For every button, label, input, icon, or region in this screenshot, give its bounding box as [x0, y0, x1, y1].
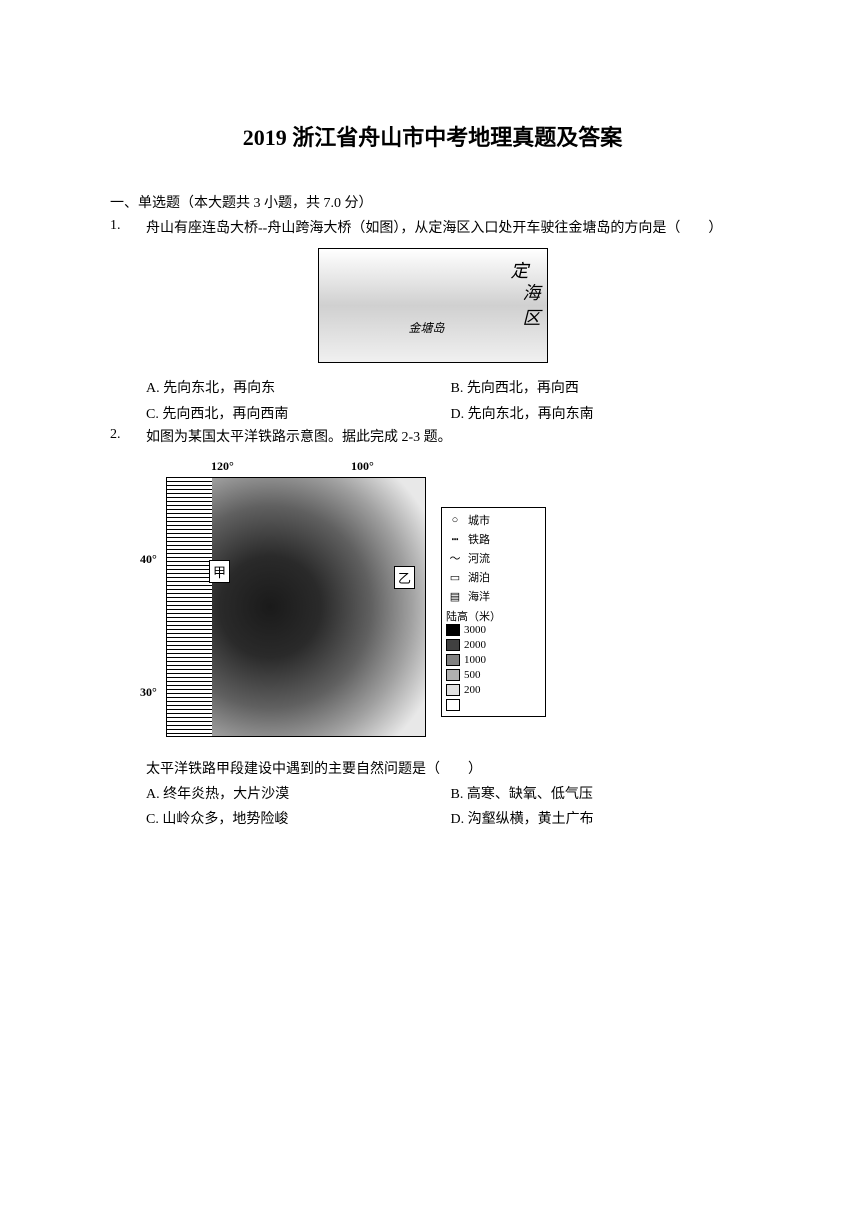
map1-label-jintang: 金塘岛: [409, 319, 445, 336]
map2-lat-30: 30°: [140, 685, 157, 700]
question-2-stem: 太平洋铁路甲段建设中遇到的主要自然问题是（ ）: [110, 758, 755, 778]
question-2-option-b: B. 高寒、缺氧、低气压: [451, 782, 756, 807]
question-2-option-c: C. 山岭众多，地势险峻: [146, 807, 451, 832]
legend-elev-200: 200: [446, 684, 541, 696]
legend-railway: ┅ 铁路: [446, 531, 541, 547]
question-2-number: 2.: [110, 427, 146, 443]
legend-lake-icon: ▭: [446, 571, 464, 584]
legend-elev-500: 500: [446, 669, 541, 681]
section-header: 一、单选题（本大题共 3 小题，共 7.0 分）: [110, 192, 755, 212]
legend-elev-0: [446, 699, 541, 711]
legend-river: 〜 河流: [446, 550, 541, 566]
legend-river-label: 河流: [468, 550, 490, 566]
legend-city-label: 城市: [468, 512, 490, 528]
legend-elev-1000-label: 1000: [464, 654, 486, 666]
question-1-options-row-2: C. 先向西北，再向西南 D. 先向东北，再向东南: [110, 402, 755, 427]
legend-ocean-icon: ▤: [446, 590, 464, 603]
legend-elev-3000: 3000: [446, 624, 541, 636]
legend-elev-200-label: 200: [464, 684, 481, 696]
legend-elevation-title: 陆高（米）: [446, 608, 541, 624]
map2-lat-40: 40°: [140, 552, 157, 567]
question-1-option-d: D. 先向东北，再向东南: [451, 402, 756, 427]
question-2-options-row-2: C. 山岭众多，地势险峻 D. 沟壑纵横，黄土广布: [110, 807, 755, 832]
legend-ocean-label: 海洋: [468, 588, 490, 604]
map2-city-jia: 甲: [209, 560, 230, 583]
question-1-text: 舟山有座连岛大桥--舟山跨海大桥（如图），从定海区入口处开车驶往金塘岛的方向是（…: [146, 218, 755, 240]
map1-label-dinghai2: 海: [523, 279, 541, 305]
map1-label-dinghai3: 区: [523, 304, 541, 330]
question-1-number: 1.: [110, 218, 146, 234]
question-2-image: 120° 100° 40° 30° 甲 乙 ○ 城市 ┅ 铁路 〜 河流 ▭ 湖…: [146, 457, 546, 747]
legend-city: ○ 城市: [446, 512, 541, 528]
question-2-text: 如图为某国太平洋铁路示意图。据此完成 2-3 题。: [146, 427, 755, 449]
question-2: 2. 如图为某国太平洋铁路示意图。据此完成 2-3 题。: [110, 427, 755, 449]
map2-lon-120: 120°: [211, 459, 234, 474]
legend-elev-3000-icon: [446, 624, 460, 636]
legend-elev-1000-icon: [446, 654, 460, 666]
legend-elev-3000-label: 3000: [464, 624, 486, 636]
legend-railway-label: 铁路: [468, 531, 490, 547]
question-1: 1. 舟山有座连岛大桥--舟山跨海大桥（如图），从定海区入口处开车驶往金塘岛的方…: [110, 218, 755, 240]
legend-elev-0-icon: [446, 699, 460, 711]
legend-elev-2000: 2000: [446, 639, 541, 651]
legend-elev-500-icon: [446, 669, 460, 681]
question-1-image: 定 海 区 金塘岛: [110, 248, 755, 368]
map2-main-area: 甲 乙: [166, 477, 426, 737]
legend-railway-icon: ┅: [446, 533, 464, 546]
map2-lon-100: 100°: [351, 459, 374, 474]
question-1-option-b: B. 先向西北，再向西: [451, 376, 756, 401]
legend-elev-1000: 1000: [446, 654, 541, 666]
legend-lake: ▭ 湖泊: [446, 569, 541, 585]
map2-city-yi: 乙: [394, 566, 415, 589]
legend-lake-label: 湖泊: [468, 569, 490, 585]
question-1-option-a: A. 先向东北，再向东: [146, 376, 451, 401]
map2-ocean-pattern: [167, 478, 212, 737]
map2-legend: ○ 城市 ┅ 铁路 〜 河流 ▭ 湖泊 ▤ 海洋 陆高（米） 3000 2000: [441, 507, 546, 717]
legend-elev-2000-icon: [446, 639, 460, 651]
question-1-options-row-1: A. 先向东北，再向东 B. 先向西北，再向西: [110, 376, 755, 401]
question-2-option-d: D. 沟壑纵横，黄土广布: [451, 807, 756, 832]
question-1-option-c: C. 先向西北，再向西南: [146, 402, 451, 427]
legend-elev-500-label: 500: [464, 669, 481, 681]
legend-ocean: ▤ 海洋: [446, 588, 541, 604]
question-2-options-row-1: A. 终年炎热，大片沙漠 B. 高寒、缺氧、低气压: [110, 782, 755, 807]
legend-elev-2000-label: 2000: [464, 639, 486, 651]
map-1: 定 海 区 金塘岛: [318, 248, 548, 363]
legend-river-icon: 〜: [446, 550, 464, 566]
legend-city-icon: ○: [446, 514, 464, 526]
question-2-option-a: A. 终年炎热，大片沙漠: [146, 782, 451, 807]
page-title: 2019 浙江省舟山市中考地理真题及答案: [110, 120, 755, 152]
legend-elev-200-icon: [446, 684, 460, 696]
